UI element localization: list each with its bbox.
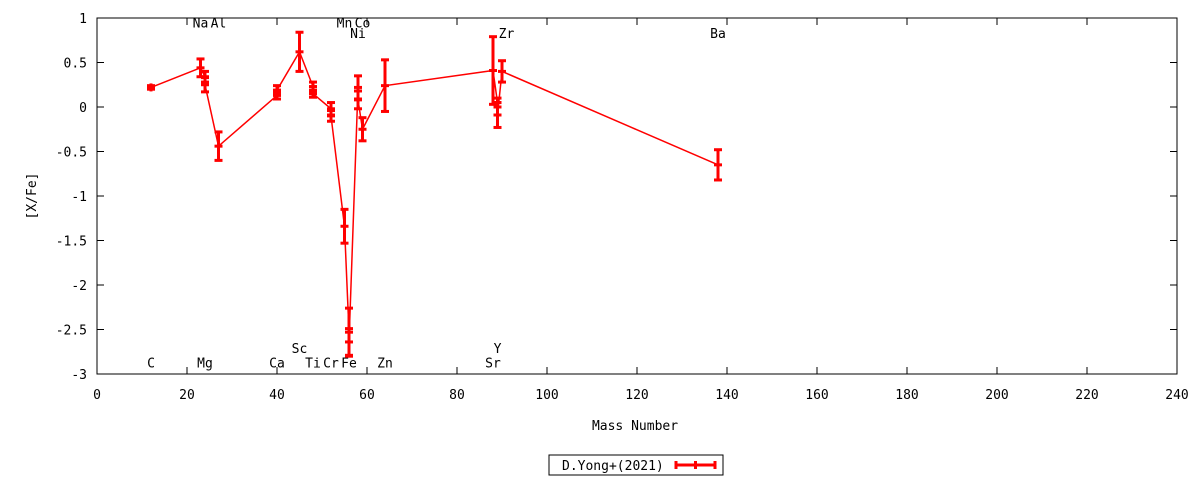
element-label: Na bbox=[193, 16, 209, 31]
element-label: Mn bbox=[337, 16, 353, 31]
x-tick-label: 200 bbox=[985, 388, 1008, 403]
y-tick-label: -2.5 bbox=[56, 324, 87, 339]
data-point bbox=[309, 88, 317, 99]
data-point bbox=[358, 116, 367, 143]
data-point bbox=[498, 59, 506, 84]
y-tick-label: -1 bbox=[71, 190, 87, 205]
element-label: Sc bbox=[292, 342, 308, 357]
legend-label: D.Yong+(2021) bbox=[562, 459, 664, 474]
data-point bbox=[295, 30, 304, 73]
data-point bbox=[201, 76, 209, 94]
data-point bbox=[273, 84, 281, 97]
data-point bbox=[354, 89, 362, 111]
element-label: Y bbox=[494, 342, 502, 357]
y-tick-label: -0.5 bbox=[56, 146, 87, 161]
data-point bbox=[714, 148, 722, 182]
x-tick-label: 160 bbox=[805, 388, 828, 403]
element-label: Sr bbox=[485, 356, 501, 371]
legend-box bbox=[548, 454, 724, 476]
element-label: C bbox=[147, 356, 155, 371]
legend-sample bbox=[674, 461, 717, 469]
series-line bbox=[150, 50, 719, 342]
x-tick-label: 40 bbox=[269, 388, 285, 403]
y-tick-label: -1.5 bbox=[56, 235, 87, 250]
element-label: Al bbox=[211, 16, 227, 31]
data-series bbox=[147, 30, 722, 358]
element-label: Fe bbox=[341, 356, 357, 371]
x-tick-label: 220 bbox=[1075, 388, 1098, 403]
data-point bbox=[147, 83, 155, 92]
y-tick-label: 1 bbox=[79, 12, 87, 27]
x-tick-label: 180 bbox=[895, 388, 918, 403]
x-tick-label: 60 bbox=[359, 388, 375, 403]
data-point bbox=[214, 130, 223, 162]
y-axis-label: [X/Fe] bbox=[25, 173, 40, 220]
plot-frame bbox=[96, 17, 1178, 375]
data-point bbox=[340, 207, 349, 245]
y-tick-label: -3 bbox=[71, 368, 87, 383]
element-label: Cr bbox=[323, 356, 339, 371]
y-tick-label: 0 bbox=[79, 101, 87, 116]
element-label: Zr bbox=[499, 27, 515, 42]
data-point bbox=[196, 57, 205, 79]
data-point bbox=[345, 327, 353, 357]
element-label: Ti bbox=[305, 356, 321, 371]
x-tick-label: 0 bbox=[93, 388, 101, 403]
element-label: Ba bbox=[710, 27, 726, 42]
x-tick-label: 140 bbox=[715, 388, 738, 403]
axis-ticks: 0 20 40 60 80 100 120 140 160 180 200 220 240 1 0.5 0 -0… bbox=[56, 12, 1189, 403]
element-label: Zn bbox=[377, 356, 393, 371]
y-tick-label: 0.5 bbox=[64, 57, 87, 72]
data-point bbox=[493, 101, 502, 129]
element-label: Ni bbox=[350, 27, 366, 42]
x-tick-label: 240 bbox=[1165, 388, 1188, 403]
legend: D.Yong+(2021) bbox=[548, 454, 724, 476]
element-label: Co bbox=[355, 16, 371, 31]
element-label: Ca bbox=[269, 356, 285, 371]
x-tick-label: 100 bbox=[535, 388, 558, 403]
data-point bbox=[489, 35, 497, 106]
data-point bbox=[327, 109, 335, 123]
x-tick-label: 20 bbox=[179, 388, 195, 403]
x-tick-label: 80 bbox=[449, 388, 465, 403]
x-axis-label: Mass Number bbox=[592, 419, 678, 434]
element-label: Mg bbox=[197, 356, 213, 371]
x-tick-label: 120 bbox=[625, 388, 648, 403]
y-tick-label: -2 bbox=[71, 279, 87, 294]
data-point bbox=[381, 58, 389, 113]
